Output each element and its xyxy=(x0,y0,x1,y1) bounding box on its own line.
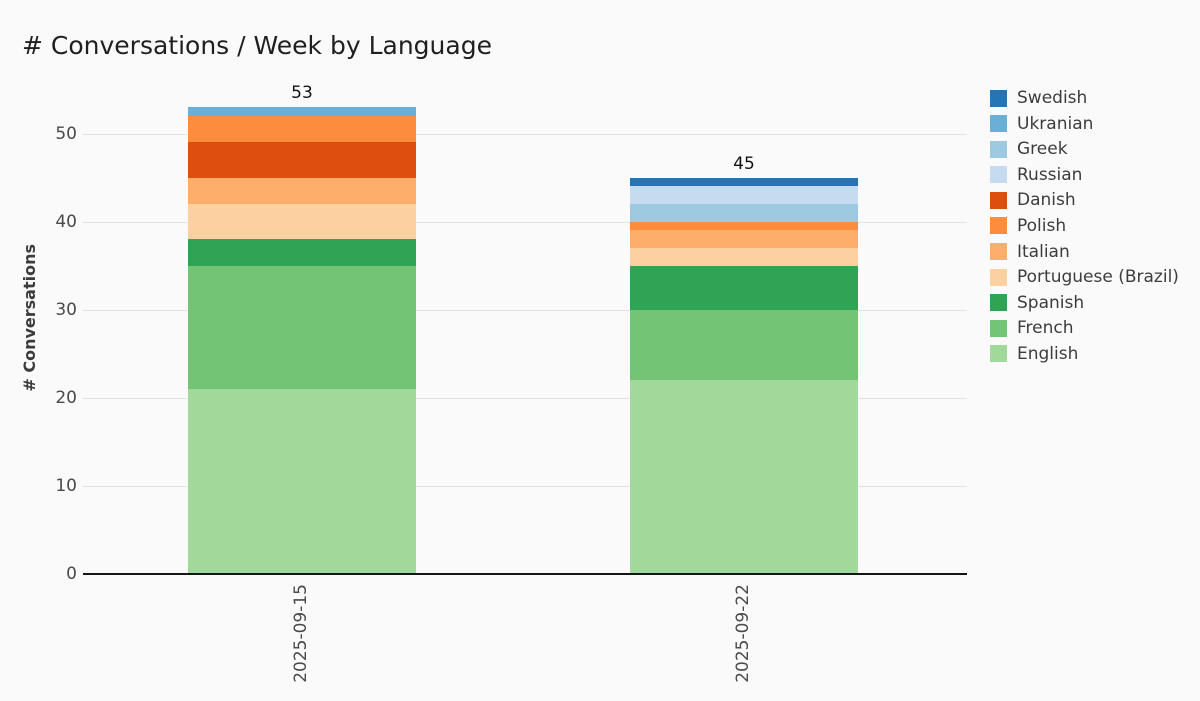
legend-swatch-greek xyxy=(990,140,1007,158)
chart-title: # Conversations / Week by Language xyxy=(22,31,492,60)
bar-segment-french[interactable] xyxy=(630,309,858,381)
legend-label: Swedish xyxy=(1017,88,1088,108)
legend-swatch-russian xyxy=(990,166,1007,184)
legend-swatch-spanish xyxy=(990,294,1007,312)
bar-total-label: 45 xyxy=(733,153,755,174)
legend-label: French xyxy=(1017,318,1074,339)
bar-segment-ukranian[interactable] xyxy=(188,107,416,116)
bar-segment-english[interactable] xyxy=(188,388,416,574)
legend-label: Ukranian xyxy=(1017,113,1094,134)
legend-swatch-french xyxy=(990,319,1007,337)
bar-segment-spanish[interactable] xyxy=(188,239,416,266)
gridline-50 xyxy=(83,133,967,135)
legend-label: Greek xyxy=(1017,139,1068,160)
bar-segment-portuguese-brazil[interactable] xyxy=(630,248,858,266)
x-tick-label: 2025-09-15 xyxy=(291,584,311,683)
legend-item-ukranian[interactable]: Ukranian xyxy=(990,114,1179,134)
bar-segment-italian[interactable] xyxy=(630,230,858,249)
bar-segment-spanish[interactable] xyxy=(630,265,858,310)
legend-label: Danish xyxy=(1017,190,1076,211)
y-tick-label-30: 30 xyxy=(55,299,77,320)
bar-segment-polish[interactable] xyxy=(188,115,416,143)
legend-item-swedish[interactable]: Swedish xyxy=(990,88,1179,108)
bar-segment-polish[interactable] xyxy=(630,221,858,231)
bar-segment-danish[interactable] xyxy=(188,142,416,178)
x-axis-line xyxy=(83,573,967,575)
bar-segment-portuguese-brazil[interactable] xyxy=(188,203,416,240)
bar-segment-russian[interactable] xyxy=(630,186,858,204)
y-tick-label-10: 10 xyxy=(55,475,77,496)
legend-swatch-danish xyxy=(990,191,1007,209)
legend-item-portuguese-brazil[interactable]: Portuguese (Brazil) xyxy=(990,267,1179,287)
legend-item-russian[interactable]: Russian xyxy=(990,165,1179,185)
legend-swatch-portuguese-brazil xyxy=(990,268,1007,286)
legend-label: Italian xyxy=(1017,241,1070,262)
legend-label: Russian xyxy=(1017,164,1083,185)
legend-item-greek[interactable]: Greek xyxy=(990,139,1179,159)
legend-item-french[interactable]: French xyxy=(990,318,1179,338)
legend-swatch-polish xyxy=(990,217,1007,235)
legend-swatch-italian xyxy=(990,243,1007,261)
y-tick-label-0: 0 xyxy=(66,564,77,584)
bar-segment-english[interactable] xyxy=(630,380,858,574)
bar-segment-greek[interactable] xyxy=(630,203,858,222)
y-tick-label-40: 40 xyxy=(55,211,77,232)
legend-item-italian[interactable]: Italian xyxy=(990,242,1179,262)
x-tick-label: 2025-09-22 xyxy=(733,584,753,683)
legend-item-danish[interactable]: Danish xyxy=(990,190,1179,210)
gridline-30 xyxy=(83,309,967,311)
bar-total-label: 53 xyxy=(291,83,313,104)
gridline-10 xyxy=(83,485,967,487)
y-tick-label-20: 20 xyxy=(55,387,77,408)
gridline-20 xyxy=(83,397,967,399)
gridline-40 xyxy=(83,221,967,223)
legend-label: Portuguese (Brazil) xyxy=(1017,267,1179,288)
legend-item-spanish[interactable]: Spanish xyxy=(990,293,1179,313)
y-tick-label-50: 50 xyxy=(55,123,77,144)
legend-label: English xyxy=(1017,343,1079,364)
bar-segment-italian[interactable] xyxy=(188,177,416,204)
legend-swatch-ukranian xyxy=(990,115,1007,133)
bar-segment-swedish[interactable] xyxy=(630,177,858,187)
legend-swatch-swedish xyxy=(990,89,1007,107)
legend-label: Polish xyxy=(1017,215,1067,236)
legend-label: Spanish xyxy=(1017,292,1085,313)
legend-swatch-english xyxy=(990,345,1007,363)
legend: Swedish Ukranian Greek Russian Danish Polish I… xyxy=(990,88,1179,370)
bar-segment-french[interactable] xyxy=(188,265,416,389)
legend-item-english[interactable]: English xyxy=(990,344,1179,364)
legend-item-polish[interactable]: Polish xyxy=(990,216,1179,236)
